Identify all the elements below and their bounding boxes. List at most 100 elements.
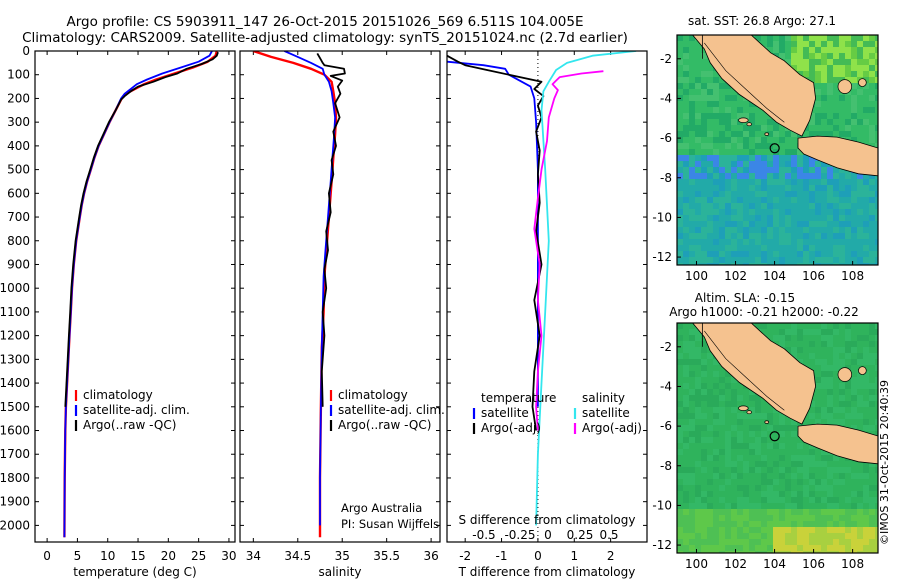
map-cell [761,245,768,252]
map-cell [791,263,798,265]
map-cell [851,95,858,102]
map-cell [767,533,774,540]
map-cell [743,389,750,396]
map-cell [701,335,708,342]
map-cell [695,383,702,390]
y-tick-label: -8 [660,171,672,185]
map-cell [857,59,864,66]
map-cell [767,167,774,174]
y-tick-label: 700 [7,210,30,224]
map-cell [809,359,816,366]
map-cell [851,371,858,378]
map-cell [773,329,780,336]
map-cell [875,59,878,66]
map-cell [809,53,816,60]
map-cell [767,455,774,462]
map-cell [737,215,744,222]
map-cell [809,191,816,198]
map-cell [719,389,726,396]
map-cell [857,335,864,342]
map-cell [707,95,714,102]
map-cell [857,389,864,396]
map-cell [773,239,780,246]
map-cell [839,467,846,474]
map-cell [683,389,690,396]
map-cell [797,341,804,348]
map-cell [857,119,864,126]
map-cell [725,155,732,162]
map-cell [755,491,762,498]
map-cell [875,185,878,192]
map-cell [707,497,714,504]
y-tick-label: -8 [660,459,672,473]
map-cell [821,77,828,84]
map-cell [719,203,726,210]
map-cell [707,419,714,426]
map-cell [767,539,774,546]
map-cell [767,35,774,42]
map-cell [719,149,726,156]
map-cell [743,107,750,114]
map-cell [791,65,798,72]
map-cell [815,257,822,264]
map-cell [851,209,858,216]
map-cell [677,365,684,372]
x-tick-label: -1 [496,549,508,563]
map-cell [779,455,786,462]
map-cell [845,539,852,546]
map-cell [863,113,870,120]
map-cell [743,461,750,468]
map-cell [845,515,852,522]
map-cell [821,209,828,216]
map-cell [677,179,684,186]
map-cell [707,245,714,252]
map-cell [707,215,714,222]
map-cell [785,425,792,432]
map-cell [869,47,876,54]
map-cell [683,383,690,390]
map-cell [857,125,864,132]
map-cell [713,155,720,162]
map-cell [749,545,756,552]
map-cell [809,413,816,420]
argo-float-marker [769,431,780,442]
map-cell [851,353,858,360]
map-cell [767,209,774,216]
map-cell [719,533,726,540]
map-cell [695,83,702,90]
map-cell [869,521,876,528]
map-cell [779,335,786,342]
map-cell [701,389,708,396]
map-cell [755,239,762,246]
map-cell [677,539,684,546]
y-tick-label: -6 [660,131,672,145]
map-cell [809,479,816,486]
map-cell [803,479,810,486]
map-cell [851,407,858,414]
map-cell [809,491,816,498]
map-cell [833,191,840,198]
map-cell [701,83,708,90]
map-cell [695,485,702,492]
map-cell [689,485,696,492]
map-cell [725,221,732,228]
map-cell [815,65,822,72]
map-cell [761,215,768,222]
map-cell [683,35,690,42]
map-cell [839,383,846,390]
map-cell [689,185,696,192]
map-cell [743,395,750,402]
map-cell [803,233,810,240]
map-cell [785,503,792,510]
map-cell [863,89,870,96]
map-cell [797,461,804,468]
map-cell [755,263,762,265]
map-cell [815,89,822,96]
map-cell [689,251,696,258]
map-cell [767,119,774,126]
map-cell [683,491,690,498]
map-cell [785,479,792,486]
map-cell [845,473,852,480]
map-cell [755,113,762,120]
